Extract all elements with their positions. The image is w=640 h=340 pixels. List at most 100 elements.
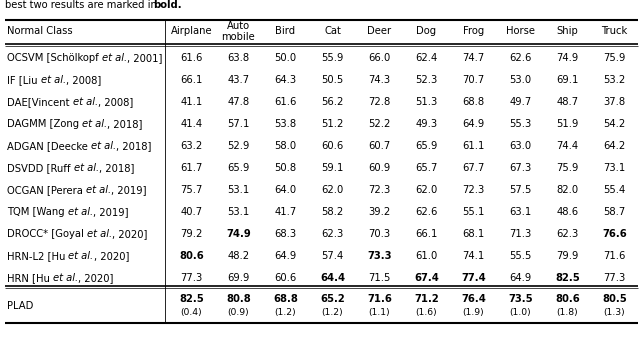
Text: 57.5: 57.5 bbox=[509, 185, 532, 195]
Text: 76.6: 76.6 bbox=[602, 229, 627, 239]
Text: (1.2): (1.2) bbox=[275, 308, 296, 318]
Text: 68.3: 68.3 bbox=[275, 229, 296, 239]
Text: 74.4: 74.4 bbox=[556, 141, 579, 151]
Text: 51.3: 51.3 bbox=[415, 97, 438, 107]
Text: 60.9: 60.9 bbox=[369, 163, 390, 173]
Text: 62.0: 62.0 bbox=[415, 185, 438, 195]
Text: 68.1: 68.1 bbox=[462, 229, 484, 239]
Text: 52.9: 52.9 bbox=[227, 141, 250, 151]
Text: 73.5: 73.5 bbox=[508, 294, 533, 304]
Text: (0.4): (0.4) bbox=[180, 308, 202, 318]
Text: , 2018]: , 2018] bbox=[116, 141, 152, 151]
Text: 39.2: 39.2 bbox=[369, 207, 390, 217]
Text: best two results are marked in: best two results are marked in bbox=[5, 0, 160, 10]
Text: 80.8: 80.8 bbox=[226, 294, 251, 304]
Text: 52.2: 52.2 bbox=[368, 119, 390, 129]
Text: TQM [Wang: TQM [Wang bbox=[7, 207, 68, 217]
Text: 59.1: 59.1 bbox=[321, 163, 344, 173]
Text: 64.0: 64.0 bbox=[275, 185, 296, 195]
Text: 70.3: 70.3 bbox=[369, 229, 390, 239]
Text: PLAD: PLAD bbox=[7, 301, 33, 311]
Text: 47.8: 47.8 bbox=[227, 97, 250, 107]
Text: 62.3: 62.3 bbox=[321, 229, 344, 239]
Text: 41.7: 41.7 bbox=[275, 207, 296, 217]
Text: , 2018]: , 2018] bbox=[108, 119, 143, 129]
Text: 61.1: 61.1 bbox=[462, 141, 484, 151]
Text: 58.2: 58.2 bbox=[321, 207, 344, 217]
Text: 67.7: 67.7 bbox=[462, 163, 484, 173]
Text: , 2018]: , 2018] bbox=[99, 163, 134, 173]
Text: 80.6: 80.6 bbox=[555, 294, 580, 304]
Text: , 2019]: , 2019] bbox=[111, 185, 147, 195]
Text: 72.8: 72.8 bbox=[369, 97, 390, 107]
Text: bold.: bold. bbox=[153, 0, 182, 10]
Text: et al.: et al. bbox=[91, 141, 116, 151]
Text: 53.1: 53.1 bbox=[227, 207, 250, 217]
Text: 51.9: 51.9 bbox=[556, 119, 579, 129]
Text: Frog: Frog bbox=[463, 27, 484, 36]
Text: 77.3: 77.3 bbox=[604, 273, 626, 283]
Text: et al.: et al. bbox=[53, 273, 78, 283]
Text: 66.0: 66.0 bbox=[369, 53, 390, 63]
Text: 62.3: 62.3 bbox=[556, 229, 579, 239]
Text: et al.: et al. bbox=[102, 53, 127, 63]
Text: 72.3: 72.3 bbox=[369, 185, 390, 195]
Text: 66.1: 66.1 bbox=[180, 75, 203, 85]
Text: 60.6: 60.6 bbox=[321, 141, 344, 151]
Text: 50.8: 50.8 bbox=[275, 163, 296, 173]
Text: 57.1: 57.1 bbox=[227, 119, 250, 129]
Text: 75.9: 75.9 bbox=[556, 163, 579, 173]
Text: , 2008]: , 2008] bbox=[66, 75, 101, 85]
Text: 64.4: 64.4 bbox=[320, 273, 345, 283]
Text: et al.: et al. bbox=[83, 119, 108, 129]
Text: HRN-L2 [Hu: HRN-L2 [Hu bbox=[7, 251, 68, 261]
Text: (1.9): (1.9) bbox=[463, 308, 484, 318]
Text: et al.: et al. bbox=[40, 75, 66, 85]
Text: Truck: Truck bbox=[602, 27, 628, 36]
Text: 79.2: 79.2 bbox=[180, 229, 203, 239]
Text: OCGAN [Perera: OCGAN [Perera bbox=[7, 185, 86, 195]
Text: 71.6: 71.6 bbox=[367, 294, 392, 304]
Text: 66.1: 66.1 bbox=[415, 229, 438, 239]
Text: 62.4: 62.4 bbox=[415, 53, 438, 63]
Text: 53.8: 53.8 bbox=[275, 119, 296, 129]
Text: Airplane: Airplane bbox=[171, 27, 212, 36]
Text: (0.9): (0.9) bbox=[228, 308, 250, 318]
Text: 73.1: 73.1 bbox=[604, 163, 626, 173]
Text: 50.0: 50.0 bbox=[275, 53, 296, 63]
Text: 53.1: 53.1 bbox=[227, 185, 250, 195]
Text: (1.8): (1.8) bbox=[557, 308, 579, 318]
Text: 64.9: 64.9 bbox=[462, 119, 484, 129]
Text: 55.5: 55.5 bbox=[509, 251, 532, 261]
Text: 50.5: 50.5 bbox=[321, 75, 344, 85]
Text: 65.9: 65.9 bbox=[227, 163, 250, 173]
Text: (1.6): (1.6) bbox=[416, 308, 437, 318]
Text: Normal Class: Normal Class bbox=[7, 27, 72, 36]
Text: IF [Liu: IF [Liu bbox=[7, 75, 40, 85]
Text: , 2020]: , 2020] bbox=[112, 229, 147, 239]
Text: 58.7: 58.7 bbox=[604, 207, 626, 217]
Text: 41.4: 41.4 bbox=[180, 119, 203, 129]
Text: 63.2: 63.2 bbox=[180, 141, 203, 151]
Text: 37.8: 37.8 bbox=[604, 97, 625, 107]
Text: 55.4: 55.4 bbox=[604, 185, 626, 195]
Text: 49.3: 49.3 bbox=[415, 119, 438, 129]
Text: Auto
mobile: Auto mobile bbox=[221, 21, 255, 42]
Text: 80.5: 80.5 bbox=[602, 294, 627, 304]
Text: 71.3: 71.3 bbox=[509, 229, 532, 239]
Text: 74.9: 74.9 bbox=[226, 229, 251, 239]
Text: 53.2: 53.2 bbox=[604, 75, 626, 85]
Text: 69.9: 69.9 bbox=[227, 273, 250, 283]
Text: 55.3: 55.3 bbox=[509, 119, 532, 129]
Text: 65.7: 65.7 bbox=[415, 163, 438, 173]
Text: DAGMM [Zong: DAGMM [Zong bbox=[7, 119, 83, 129]
Text: (1.3): (1.3) bbox=[604, 308, 625, 318]
Text: Ship: Ship bbox=[557, 27, 579, 36]
Text: 69.1: 69.1 bbox=[556, 75, 579, 85]
Text: Cat: Cat bbox=[324, 27, 341, 36]
Text: 62.6: 62.6 bbox=[415, 207, 438, 217]
Text: 48.2: 48.2 bbox=[227, 251, 250, 261]
Text: 64.9: 64.9 bbox=[509, 273, 532, 283]
Text: 72.3: 72.3 bbox=[462, 185, 484, 195]
Text: 54.2: 54.2 bbox=[604, 119, 626, 129]
